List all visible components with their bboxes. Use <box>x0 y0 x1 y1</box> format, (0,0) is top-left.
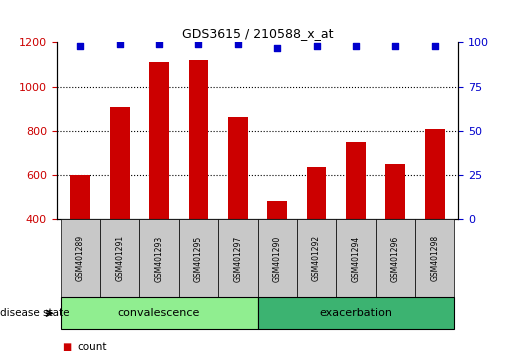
Text: GSM401292: GSM401292 <box>312 235 321 281</box>
Bar <box>140 219 179 297</box>
Point <box>155 41 163 47</box>
Bar <box>258 297 454 329</box>
Text: count: count <box>77 342 107 352</box>
Bar <box>375 219 415 297</box>
Text: convalescence: convalescence <box>118 308 200 318</box>
Bar <box>218 219 258 297</box>
Text: disease state: disease state <box>0 308 70 318</box>
Bar <box>258 219 297 297</box>
Bar <box>61 297 258 329</box>
Text: GSM401290: GSM401290 <box>272 235 282 281</box>
Title: GDS3615 / 210588_x_at: GDS3615 / 210588_x_at <box>182 27 333 40</box>
Bar <box>100 219 140 297</box>
Text: exacerbation: exacerbation <box>319 308 392 318</box>
Bar <box>415 219 454 297</box>
Point <box>352 43 360 49</box>
Point <box>76 43 84 49</box>
Bar <box>61 219 100 297</box>
Point <box>115 41 124 47</box>
Bar <box>110 107 129 219</box>
Text: GSM401295: GSM401295 <box>194 235 203 281</box>
Text: GSM401289: GSM401289 <box>76 235 85 281</box>
Point <box>273 45 281 51</box>
Point <box>431 43 439 49</box>
Text: GSM401296: GSM401296 <box>391 235 400 281</box>
Text: GSM401297: GSM401297 <box>233 235 243 281</box>
Bar <box>228 116 248 219</box>
Bar <box>386 164 405 219</box>
Bar <box>149 62 169 219</box>
Point <box>234 41 242 47</box>
Text: GSM401293: GSM401293 <box>154 235 164 281</box>
Bar <box>71 175 90 219</box>
Text: GSM401294: GSM401294 <box>351 235 360 281</box>
Point <box>313 43 321 49</box>
Bar <box>425 129 444 219</box>
Text: GSM401291: GSM401291 <box>115 235 124 281</box>
Bar <box>307 167 327 219</box>
Text: ■: ■ <box>62 342 71 352</box>
Bar <box>336 219 375 297</box>
Bar <box>297 219 336 297</box>
Point <box>194 41 202 47</box>
Bar <box>346 142 366 219</box>
Bar <box>179 219 218 297</box>
Text: GSM401298: GSM401298 <box>430 235 439 281</box>
Point <box>391 43 400 49</box>
Bar <box>188 60 208 219</box>
Bar <box>267 201 287 219</box>
